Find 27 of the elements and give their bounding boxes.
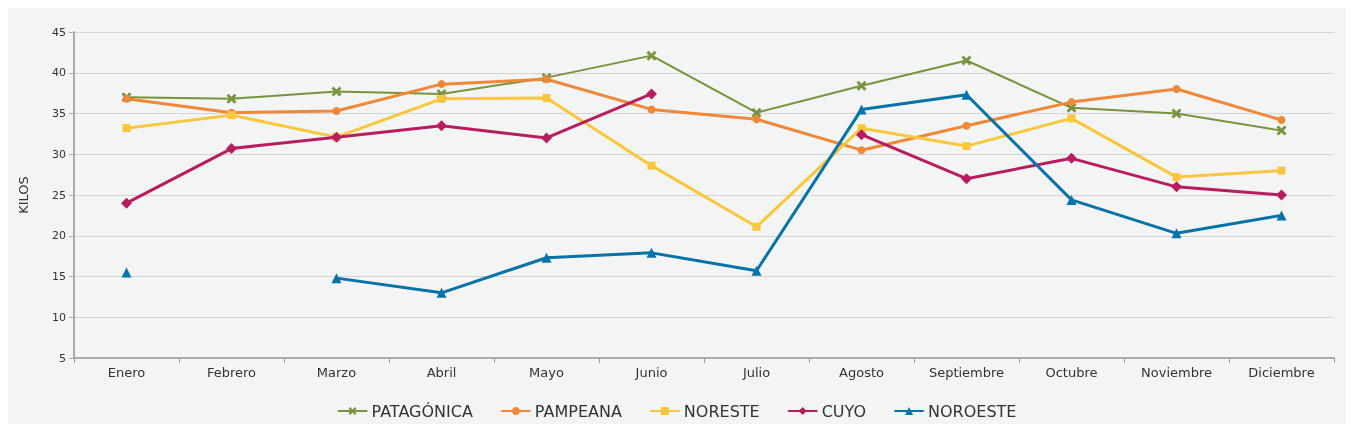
y-tick-label: 30 [52,147,66,161]
y-tick-label: 35 [52,107,66,120]
x-tick-label: Septiembre [928,365,1005,380]
y-axis-title: KILOS [16,176,31,214]
y-tick-label: 40 [52,66,66,80]
x-tick-label: Noviembre [1141,365,1212,380]
y-tick-label: 20 [52,229,66,243]
x-tick-label: Julio [741,365,771,380]
x-tick-label: Enero [107,365,146,380]
legend-label: NORESTE [683,401,760,421]
x-tick-label: Octubre [1045,365,1098,380]
legend-label: NOROESTE [928,401,1017,421]
y-tick-label: 45 [52,25,66,39]
y-tick-label: 25 [52,188,66,202]
legend-label: CUYO [821,401,867,421]
x-tick-label: Junio [634,365,668,380]
y-tick-label: 10 [52,310,66,324]
legend-label: PATAGÓNICA [371,401,473,421]
x-tick-label: Abril [426,365,457,380]
x-tick-label: Diciembre [1248,365,1315,380]
legend-label: PAMPEANA [534,401,622,421]
x-tick-label: Agosto [839,365,884,380]
y-tick-label: 5 [59,351,66,365]
y-tick-label: 15 [52,270,66,283]
x-tick-label: Mayo [529,365,564,380]
x-tick-label: Marzo [316,365,357,380]
x-tick-label: Febrero [206,365,257,380]
